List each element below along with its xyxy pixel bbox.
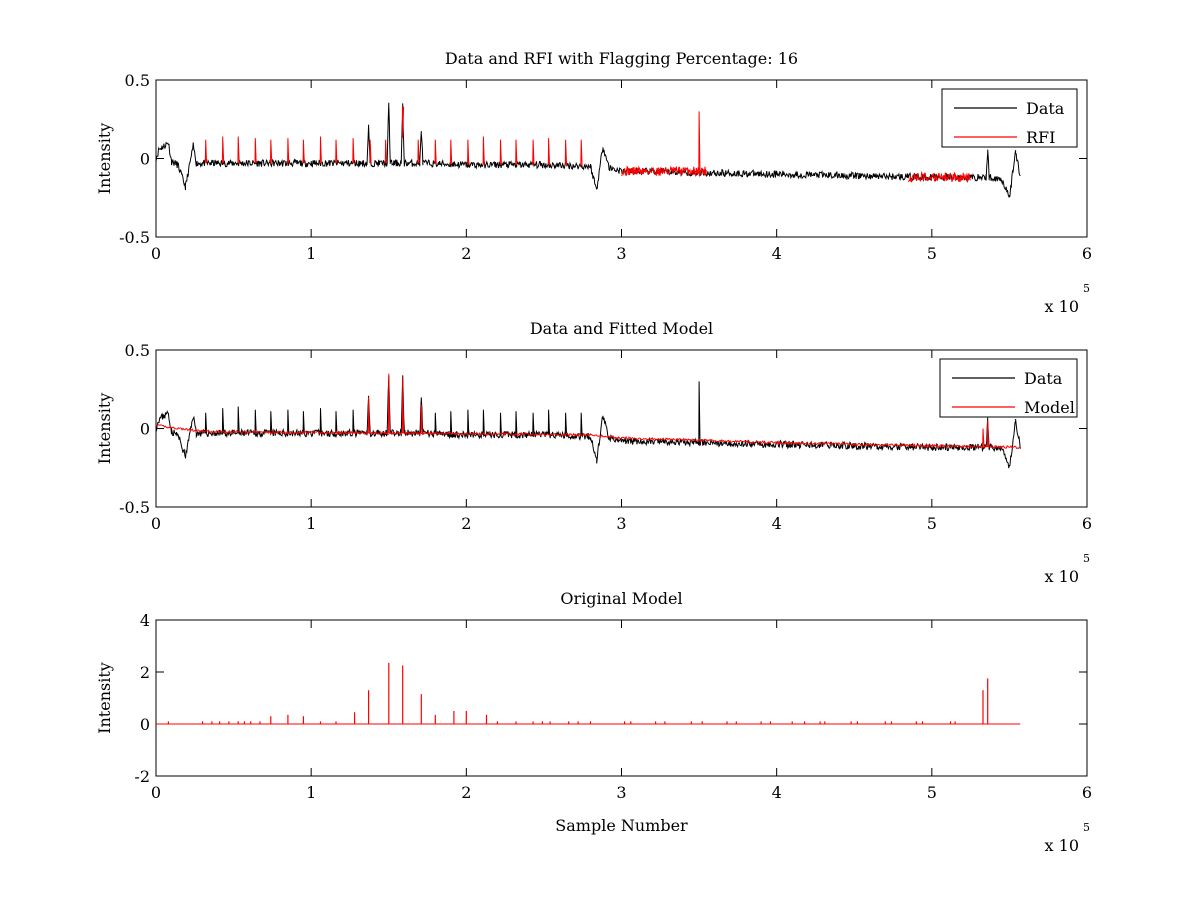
- chart-title: Data and Fitted Model: [530, 319, 713, 338]
- x-axis-label: Sample Number: [555, 816, 688, 835]
- series-rfi-band: [621, 165, 708, 178]
- y-tick-label: 0: [140, 715, 150, 734]
- x-tick-label: 1: [306, 244, 316, 263]
- series-data-line: [156, 375, 1021, 469]
- chart-title: Data and RFI with Flagging Percentage: 1…: [445, 49, 798, 68]
- series-model-spikes: [167, 662, 989, 724]
- y-tick-label: 2: [140, 663, 150, 682]
- x-multiplier-exponent: 5: [1083, 282, 1090, 295]
- x-tick-label: 1: [306, 783, 316, 802]
- x-tick-label: 4: [772, 783, 782, 802]
- series-data-line: [156, 102, 1021, 198]
- series-model-line: [156, 423, 1021, 450]
- y-tick-label: 4: [140, 611, 150, 630]
- x-tick-label: 0: [151, 514, 161, 533]
- x-tick-label: 2: [461, 244, 471, 263]
- series-model-spikes: [367, 373, 990, 447]
- legend-entry: RFI: [1026, 128, 1055, 147]
- x-multiplier: x 10: [1045, 567, 1079, 586]
- x-tick-label: 2: [461, 514, 471, 533]
- x-tick-label: 0: [151, 244, 161, 263]
- legend-entry: Data: [1024, 369, 1063, 388]
- y-axis-label: Intensity: [95, 393, 114, 465]
- legend-box: [941, 88, 1078, 148]
- y-tick-label: 0: [140, 420, 150, 439]
- x-tick-label: 3: [616, 244, 626, 263]
- x-tick-label: 3: [616, 783, 626, 802]
- plot-area: [156, 373, 1021, 469]
- y-axis-label: Intensity: [95, 123, 114, 195]
- y-tick-label: -0.5: [119, 498, 150, 517]
- y-tick-label: -2: [134, 767, 150, 786]
- plot-area: [156, 102, 1021, 198]
- legend: Data Model: [939, 358, 1078, 418]
- legend-entry: Model: [1024, 398, 1075, 417]
- y-tick-label: 0: [140, 150, 150, 169]
- x-tick-label: 6: [1082, 244, 1092, 263]
- x-tick-label: 5: [927, 514, 937, 533]
- x-tick-label: 0: [151, 783, 161, 802]
- chart-title: Original Model: [560, 589, 682, 608]
- y-tick-label: -0.5: [119, 228, 150, 247]
- y-tick-label: 0.5: [125, 341, 150, 360]
- x-tick-label: 1: [306, 514, 316, 533]
- x-multiplier: x 10: [1045, 297, 1079, 316]
- plot-area: [156, 662, 1021, 725]
- axes-frame: [155, 619, 1088, 777]
- x-tick-label: 5: [927, 783, 937, 802]
- x-tick-label: 4: [772, 514, 782, 533]
- x-multiplier-exponent: 5: [1083, 821, 1090, 834]
- x-tick-label: 6: [1082, 514, 1092, 533]
- x-tick-label: 4: [772, 244, 782, 263]
- series-rfi-spikes: [204, 106, 701, 173]
- legend: Data RFI: [941, 88, 1078, 148]
- x-multiplier: x 10: [1045, 836, 1079, 855]
- series-rfi-band: [908, 170, 972, 184]
- series-data-spikes: [204, 381, 701, 443]
- legend-entry: Data: [1026, 99, 1065, 118]
- y-axis-label: Intensity: [95, 662, 114, 734]
- x-tick-label: 5: [927, 244, 937, 263]
- y-tick-label: 0.5: [125, 71, 150, 90]
- x-tick-label: 2: [461, 783, 471, 802]
- x-tick-label: 6: [1082, 783, 1092, 802]
- x-tick-label: 3: [616, 514, 626, 533]
- x-multiplier-exponent: 5: [1083, 552, 1090, 565]
